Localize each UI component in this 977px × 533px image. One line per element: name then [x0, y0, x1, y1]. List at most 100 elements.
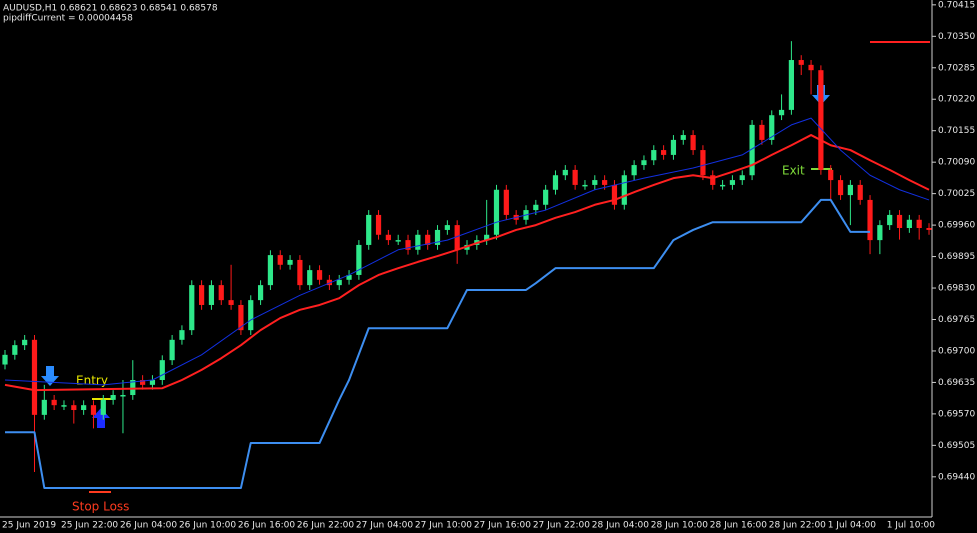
- y-tick-label: 0.69440: [938, 472, 975, 482]
- indicator-header: pipdiffCurrent = 0.00004458: [3, 14, 133, 24]
- candle-body: [562, 169, 568, 176]
- candle-body: [277, 255, 283, 265]
- candle-body: [12, 345, 18, 355]
- candle-body: [454, 225, 460, 250]
- candle-body: [90, 405, 97, 415]
- candle-body: [641, 160, 647, 166]
- indicator-line: [4, 117, 930, 386]
- y-tick-label: 0.69635: [938, 378, 975, 388]
- x-tick-label: 25 Jun 22:00: [61, 521, 118, 531]
- stop-loss-label: Stop Loss: [72, 500, 129, 514]
- candle-body: [100, 399, 106, 415]
- candle-body: [71, 405, 77, 411]
- candle-body: [218, 285, 224, 301]
- x-tick-label: 28 Jun 04:00: [592, 521, 649, 531]
- candle-body: [670, 139, 677, 155]
- candle-body: [149, 380, 156, 385]
- y-tick-label: 0.70155: [938, 126, 975, 136]
- x-tick-label: 27 Jun 10:00: [415, 521, 472, 531]
- chart-header: AUDUSD,H1 0.68621 0.68623 0.68541 0.6857…: [3, 4, 218, 14]
- y-tick-label: 0.69570: [938, 409, 975, 419]
- candle-body: [759, 124, 765, 140]
- candle-body: [552, 175, 559, 190]
- candle-body: [248, 300, 254, 331]
- y-tick-label: 0.70220: [938, 95, 975, 105]
- candle-body: [798, 60, 804, 65]
- candle-body: [415, 234, 421, 250]
- candle-body: [159, 360, 165, 381]
- candle-body: [749, 124, 755, 176]
- x-tick-label: 1 Jul 10:00: [887, 521, 936, 531]
- candle-body: [493, 189, 500, 235]
- candle-body: [788, 60, 794, 110]
- candle-body: [847, 184, 853, 196]
- candle-body: [326, 279, 332, 286]
- candle-body: [425, 234, 431, 245]
- y-tick-label: 0.70415: [938, 0, 975, 10]
- candle-body: [916, 219, 922, 229]
- candle-body: [140, 380, 146, 385]
- candle-body: [533, 204, 539, 211]
- candle-body: [611, 184, 618, 205]
- candle-body: [41, 399, 47, 415]
- candle-body: [22, 339, 28, 346]
- candle-body: [267, 255, 274, 286]
- y-tick-label: 0.69830: [938, 284, 975, 294]
- x-tick-label: 28 Jun 22:00: [769, 521, 826, 531]
- candle-body: [336, 279, 342, 286]
- candle-body: [356, 244, 362, 275]
- candle-body: [51, 399, 57, 406]
- x-tick-label: 27 Jun 22:00: [533, 521, 590, 531]
- candle-body: [602, 180, 608, 185]
- candle-body: [582, 184, 588, 187]
- x-tick-label: 28 Jun 10:00: [651, 521, 708, 531]
- candle-body: [316, 270, 323, 280]
- candle-body: [257, 285, 264, 301]
- y-tick-label: 0.69505: [938, 441, 975, 451]
- candle-body: [484, 234, 490, 241]
- candle-body: [700, 150, 706, 176]
- candle-body: [592, 180, 598, 185]
- candle-body: [81, 405, 87, 411]
- candle-body: [189, 285, 195, 331]
- sell-arrow: [41, 366, 59, 386]
- candle-body: [828, 169, 834, 181]
- x-tick-label: 25 Jun 2019: [2, 521, 56, 531]
- exit-label: Exit: [782, 164, 805, 178]
- candle-body: [867, 199, 873, 241]
- candle-body: [857, 184, 863, 200]
- candle-body: [808, 64, 814, 71]
- indicator-line: [5, 198, 871, 489]
- x-tick-label: 26 Jun 04:00: [120, 521, 177, 531]
- indicator-line: [4, 134, 930, 392]
- candle-body: [719, 184, 726, 187]
- candle-body: [434, 229, 441, 245]
- candle-body: [877, 225, 883, 241]
- candle-body: [631, 165, 637, 176]
- x-tick-label: 26 Jun 22:00: [297, 521, 354, 531]
- candle-body: [169, 339, 175, 361]
- candle-body: [661, 150, 667, 155]
- y-tick-label: 0.70025: [938, 189, 975, 199]
- candle-body: [778, 109, 785, 116]
- candle-body: [405, 240, 411, 250]
- candle-body: [651, 150, 657, 161]
- candle-body: [375, 214, 382, 235]
- candle-body: [769, 115, 775, 140]
- candle-body: [130, 380, 136, 396]
- y-tick-label: 0.69895: [938, 252, 975, 262]
- candle-body: [906, 219, 912, 229]
- candle-body: [837, 180, 844, 196]
- candle-body: [621, 175, 627, 205]
- x-tick-label: 26 Jun 16:00: [238, 521, 295, 531]
- x-tick-label: 26 Jun 10:00: [179, 521, 236, 531]
- x-tick-label: 27 Jun 16:00: [474, 521, 531, 531]
- candle-body: [503, 189, 509, 215]
- candle-body: [926, 228, 932, 230]
- candle-body: [120, 395, 126, 397]
- x-tick-label: 28 Jun 16:00: [710, 521, 767, 531]
- candle-body: [444, 225, 450, 230]
- candle-body: [366, 214, 372, 245]
- y-tick-label: 0.70350: [938, 32, 975, 42]
